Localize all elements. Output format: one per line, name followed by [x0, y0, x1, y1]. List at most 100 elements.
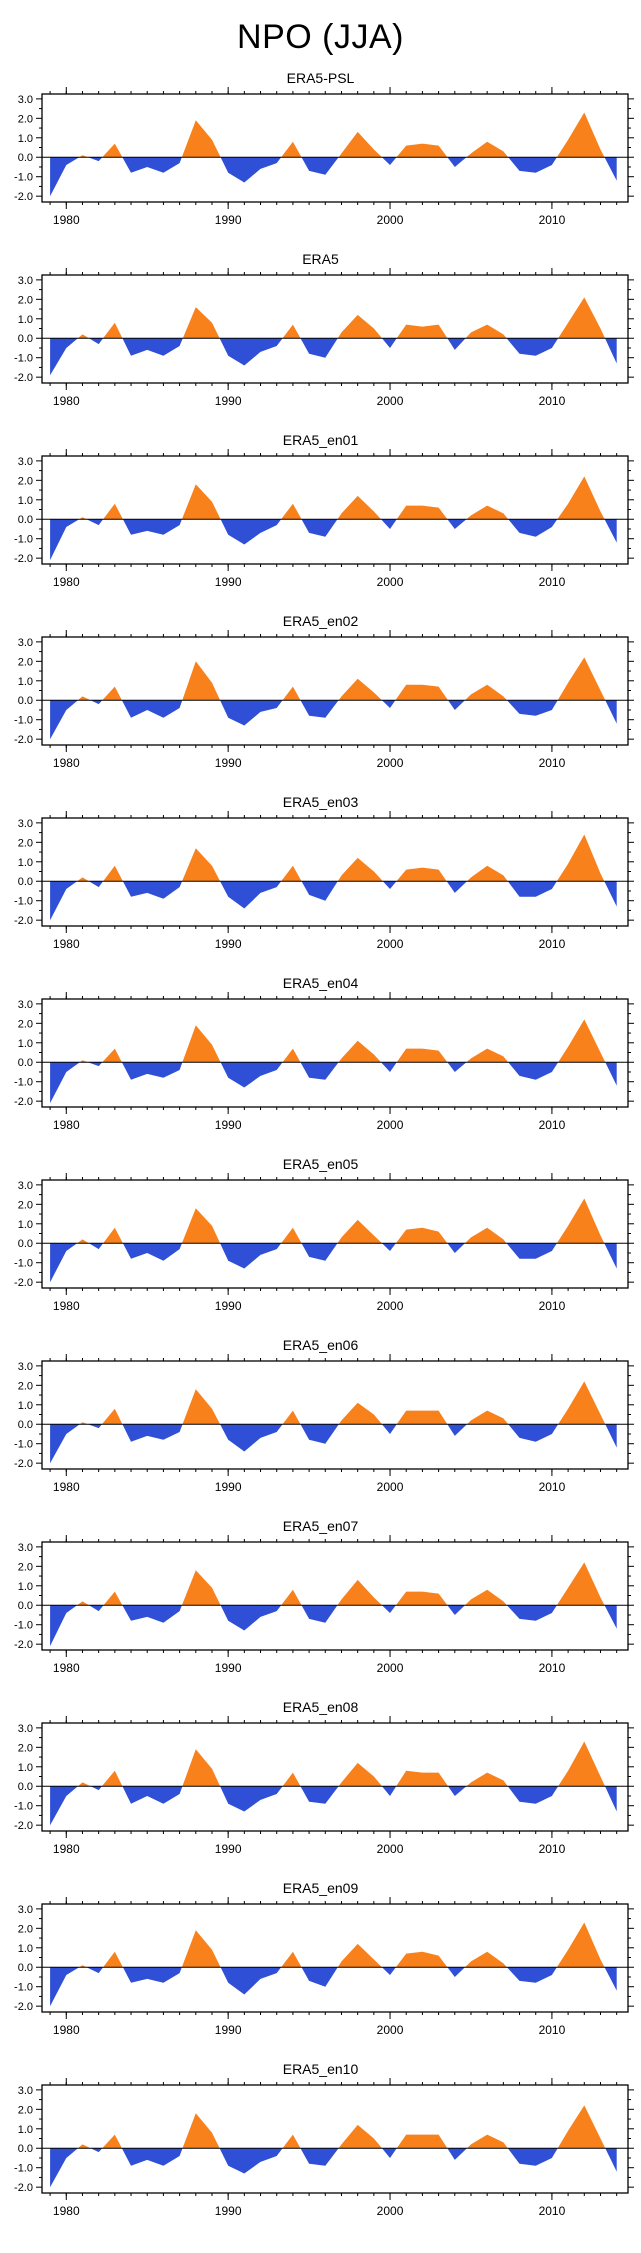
y-tick-label: -1.0	[14, 1258, 33, 1270]
chart-panel-era5_en04: ERA5_en04 3.0 2.0 1.0 0.0 -1.0 -2.0 1980 1990 20…	[0, 975, 641, 1143]
y-tick-label: -1.0	[14, 715, 33, 727]
series-area-positive	[50, 1741, 617, 1787]
chart-canvas: 3.0 2.0 1.0 0.0 -1.0 -2.0 1980 1990 2000 2010	[14, 268, 634, 408]
y-tick-label: -1.0	[14, 1439, 33, 1451]
y-tick-label: 1.0	[18, 1400, 33, 1412]
x-tick-label: 1980	[53, 1842, 80, 1856]
x-tick-label: 2010	[539, 1842, 566, 1856]
chart-canvas: 3.0 2.0 1.0 0.0 -1.0 -2.0 1980 1990 2000 2010	[14, 992, 634, 1132]
y-tick-label: -2.0	[14, 734, 33, 746]
y-tick-label: 1.0	[18, 1762, 33, 1774]
y-tick-label: 0.0	[18, 333, 33, 345]
y-tick-label: 0.0	[18, 876, 33, 888]
y-tick-label: 1.0	[18, 676, 33, 688]
x-tick-label: 1980	[53, 756, 80, 770]
chart-canvas: 3.0 2.0 1.0 0.0 -1.0 -2.0 1980 1990 2000 2010	[14, 1354, 634, 1494]
y-tick-label: -1.0	[14, 1620, 33, 1632]
series-area-negative	[50, 1062, 617, 1104]
x-tick-label: 1990	[215, 1661, 242, 1675]
x-tick-label: 1990	[215, 1480, 242, 1494]
panel-title: ERA5	[302, 251, 339, 267]
y-tick-label: 3.0	[18, 2085, 33, 2097]
chart-canvas: 3.0 2.0 1.0 0.0 -1.0 -2.0 1980 1990 2000 2010	[14, 630, 634, 770]
y-tick-label: -1.0	[14, 1801, 33, 1813]
y-tick-label: 2.0	[18, 113, 33, 125]
y-tick-label: 1.0	[18, 1943, 33, 1955]
panel-title: ERA5_en05	[282, 1156, 359, 1172]
y-tick-label: 3.0	[18, 94, 33, 106]
plot-box	[41, 1903, 629, 2013]
chart-panel-era5: ERA5 3.0 2.0 1.0 0.0 -1.0 -2.0 1980 1990 2000 201…	[0, 251, 641, 419]
panel-title: ERA5_en02	[282, 613, 359, 629]
y-tick-label: -1.0	[14, 1982, 33, 1994]
chart-panel-era5_en06: ERA5_en06 3.0 2.0 1.0 0.0 -1.0 -2.0 1980 1990 20…	[0, 1337, 641, 1505]
y-tick-label: 0.0	[18, 152, 33, 164]
x-tick-label: 2000	[377, 1661, 404, 1675]
panel-title: ERA5_en04	[282, 975, 359, 991]
y-tick-label: 3.0	[18, 1723, 33, 1735]
y-tick-label: 2.0	[18, 837, 33, 849]
y-tick-label: 1.0	[18, 1219, 33, 1231]
y-tick-label: -2.0	[14, 1639, 33, 1651]
x-tick-label: 2000	[377, 756, 404, 770]
x-tick-label: 2000	[377, 2023, 404, 2037]
x-tick-label: 2000	[377, 1299, 404, 1313]
y-tick-label: 3.0	[18, 275, 33, 287]
series-area-positive	[50, 1562, 617, 1606]
panel-title: ERA5-PSL	[286, 70, 355, 86]
series-area-positive	[50, 112, 617, 158]
x-tick-label: 1990	[215, 2204, 242, 2218]
x-tick-label: 2010	[539, 394, 566, 408]
plot-box	[41, 636, 629, 746]
x-tick-label: 2010	[539, 1661, 566, 1675]
x-tick-label: 1990	[215, 1842, 242, 1856]
series-area-positive	[50, 1198, 617, 1244]
x-tick-label: 2010	[539, 1118, 566, 1132]
panel-title: ERA5_en09	[282, 1880, 359, 1896]
y-tick-label: 0.0	[18, 695, 33, 707]
y-tick-label: 1.0	[18, 1038, 33, 1050]
series-area-positive	[50, 476, 617, 520]
x-tick-label: 1990	[215, 394, 242, 408]
chart-panel-era5_en10: ERA5_en10 3.0 2.0 1.0 0.0 -1.0 -2.0 1980 1990 20…	[0, 2061, 641, 2229]
x-tick-label: 1990	[215, 1299, 242, 1313]
series-area-positive	[50, 2105, 617, 2149]
x-tick-label: 2010	[539, 2204, 566, 2218]
x-tick-label: 1980	[53, 937, 80, 951]
y-tick-label: 1.0	[18, 2124, 33, 2136]
y-tick-label: -2.0	[14, 191, 33, 203]
series-area-negative	[50, 2148, 617, 2188]
y-tick-label: -2.0	[14, 1820, 33, 1832]
y-tick-label: -2.0	[14, 2182, 33, 2194]
series-area-positive	[50, 1381, 617, 1425]
chart-canvas: 3.0 2.0 1.0 0.0 -1.0 -2.0 1980 1990 2000 2010	[14, 811, 634, 951]
x-tick-label: 2010	[539, 213, 566, 227]
x-tick-label: 2010	[539, 937, 566, 951]
y-tick-label: 0.0	[18, 1057, 33, 1069]
chart-panels: ERA5-PSL 3.0 2.0 1.0 0.0 -1.0 -2.0 1980 1990 200…	[0, 70, 641, 2229]
chart-canvas: 3.0 2.0 1.0 0.0 -1.0 -2.0 1980 1990 2000 2010	[14, 449, 634, 589]
x-tick-label: 1990	[215, 756, 242, 770]
plot-box	[41, 998, 629, 1108]
panel-title: ERA5_en01	[282, 432, 359, 448]
x-tick-label: 1980	[53, 394, 80, 408]
chart-panel-era5_en01: ERA5_en01 3.0 2.0 1.0 0.0 -1.0 -2.0 1980 1990 20…	[0, 432, 641, 600]
y-tick-label: 3.0	[18, 999, 33, 1011]
panel-title: ERA5_en08	[282, 1699, 359, 1715]
y-tick-label: -2.0	[14, 2001, 33, 2013]
y-tick-label: 3.0	[18, 1542, 33, 1554]
x-tick-label: 2000	[377, 1118, 404, 1132]
x-tick-label: 1980	[53, 1480, 80, 1494]
y-tick-label: 3.0	[18, 456, 33, 468]
x-tick-label: 1980	[53, 213, 80, 227]
chart-canvas: 3.0 2.0 1.0 0.0 -1.0 -2.0 1980 1990 2000 2010	[14, 87, 634, 227]
plot-box	[41, 1360, 629, 1470]
y-tick-label: -1.0	[14, 534, 33, 546]
chart-canvas: 3.0 2.0 1.0 0.0 -1.0 -2.0 1980 1990 2000 2010	[14, 1897, 634, 2037]
x-tick-label: 2000	[377, 1480, 404, 1494]
x-tick-label: 1990	[215, 575, 242, 589]
y-tick-label: -2.0	[14, 1277, 33, 1289]
plot-box	[41, 455, 629, 565]
x-tick-label: 1990	[215, 937, 242, 951]
y-tick-label: 0.0	[18, 1600, 33, 1612]
